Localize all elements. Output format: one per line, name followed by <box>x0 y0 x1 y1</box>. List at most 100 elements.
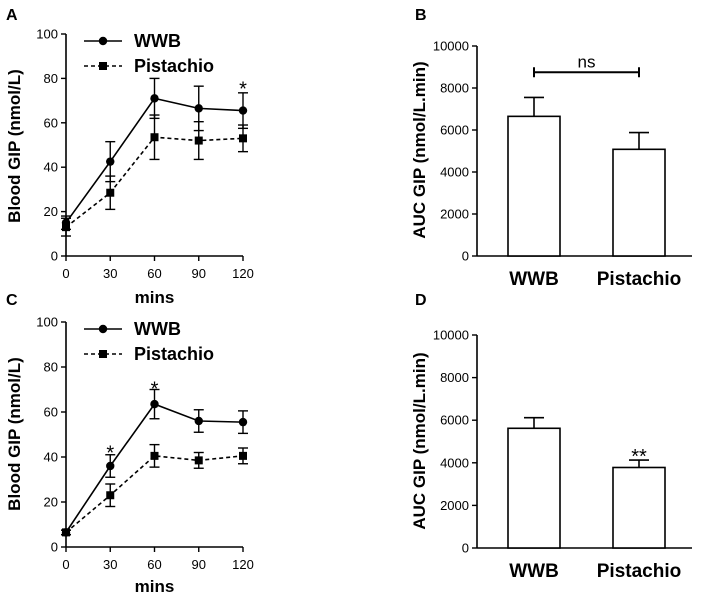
data-point <box>106 491 115 500</box>
legend-entry-wwb: WWB <box>84 319 181 339</box>
x-tick-label: 120 <box>232 557 254 572</box>
y-axis-title: Blood GIP (nmol/L) <box>5 69 24 223</box>
y-tick-label: 0 <box>51 540 58 555</box>
data-point <box>106 188 115 197</box>
y-tick-label: 60 <box>44 115 58 130</box>
significance-star: * <box>239 78 247 100</box>
data-point <box>150 94 159 103</box>
y-tick-label: 10000 <box>433 39 469 54</box>
significance-star: * <box>151 378 159 400</box>
legend-entry-wwb: WWB <box>84 31 181 51</box>
data-point <box>194 456 203 465</box>
data-point <box>150 451 159 460</box>
data-point <box>150 133 159 142</box>
data-point <box>61 528 71 537</box>
y-tick-label: 6000 <box>440 123 469 138</box>
panel-a: A 0 20 40 60 80 100 Blood GIP (nmol/L) 0 30 60 90 12… <box>5 7 254 307</box>
legend-marker <box>99 62 107 70</box>
legend-marker <box>99 350 107 358</box>
x-axis-title: mins <box>135 577 175 596</box>
legend-entry-pistachio: Pistachio <box>84 344 214 364</box>
series-pistachio <box>61 114 248 237</box>
y-tick-label: 40 <box>44 450 58 465</box>
legend-label: Pistachio <box>134 344 214 364</box>
series-wwb-line <box>65 403 244 533</box>
data-point <box>238 417 248 427</box>
y-tick-label: 80 <box>44 360 58 375</box>
x-tick-label: 30 <box>103 266 117 281</box>
bar-pistachio <box>612 459 666 549</box>
panel-d: D 0 2000 4000 6000 8000 10000 AUC GIP (nmol/L.m… <box>410 292 692 582</box>
legend-label: WWB <box>134 31 181 51</box>
bar <box>507 427 561 549</box>
data-point <box>61 218 71 227</box>
category-label: WWB <box>509 269 559 290</box>
y-tick-label: 40 <box>44 160 58 175</box>
data-point <box>106 461 115 471</box>
significance-stars: ** <box>631 446 647 468</box>
data-point <box>194 136 203 145</box>
x-tick-label: 30 <box>103 557 117 572</box>
x-tick-label: 0 <box>62 266 69 281</box>
data-point <box>194 104 203 113</box>
y-tick-label: 20 <box>44 495 58 510</box>
y-tick-label: 2000 <box>440 207 469 222</box>
y-tick-label: 80 <box>44 71 58 86</box>
bar-wwb <box>507 416 561 549</box>
y-tick-label: 0 <box>51 249 58 264</box>
y-tick-label: 100 <box>36 315 58 330</box>
category-label: Pistachio <box>597 269 681 290</box>
y-tick-label: 60 <box>44 405 58 420</box>
y-tick-label: 20 <box>44 204 58 219</box>
y-tick-label: 2000 <box>440 498 469 513</box>
significance-star: * <box>106 442 114 464</box>
significance-bracket: ns <box>533 52 640 78</box>
x-tick-label: 60 <box>147 557 161 572</box>
panel-letter: D <box>415 292 427 309</box>
y-tick-label: 10000 <box>433 328 469 343</box>
bracket-label: ns <box>578 52 596 71</box>
bar-wwb <box>507 96 561 257</box>
y-tick-label: 4000 <box>440 165 469 180</box>
legend-marker <box>98 324 108 334</box>
data-point <box>150 399 159 409</box>
data-point <box>238 106 248 115</box>
bar <box>612 148 666 257</box>
x-tick-label: 0 <box>62 557 69 572</box>
panel-b: B 0 2000 4000 6000 8000 10000 AUC GIP (nmol/L.m… <box>410 7 692 290</box>
x-tick-label: 90 <box>192 557 206 572</box>
x-axis-title: mins <box>135 288 175 307</box>
x-tick-label: 60 <box>147 266 161 281</box>
data-point <box>106 157 115 166</box>
y-tick-label: 4000 <box>440 455 469 470</box>
y-axis-title: Blood GIP (nmol/L) <box>5 357 24 511</box>
y-tick-label: 0 <box>462 249 469 264</box>
y-tick-label: 8000 <box>440 370 469 385</box>
legend-entry-pistachio: Pistachio <box>84 56 214 76</box>
y-tick-label: 100 <box>36 27 58 42</box>
y-axis-title: AUC GIP (nmol/L.min) <box>410 61 429 238</box>
category-label: WWB <box>509 561 559 582</box>
data-point <box>239 451 247 460</box>
bar <box>612 466 666 549</box>
data-point <box>194 416 203 426</box>
series-wwb <box>61 77 248 231</box>
series-wwb <box>61 388 248 537</box>
y-tick-label: 6000 <box>440 413 469 428</box>
y-axis-title: AUC GIP (nmol/L.min) <box>410 352 429 529</box>
bar <box>507 115 561 257</box>
category-label: Pistachio <box>597 561 681 582</box>
y-tick-label: 0 <box>462 541 469 556</box>
bar-pistachio <box>612 131 666 257</box>
y-tick-label: 8000 <box>440 81 469 96</box>
panel-letter: C <box>6 292 18 309</box>
panel-c: C 0 20 40 60 80 100 Blood GIP (nmol/L) 0 30 60 90 12… <box>5 292 254 596</box>
legend-label: WWB <box>134 319 181 339</box>
legend-label: Pistachio <box>134 56 214 76</box>
series-pistachio <box>61 443 248 537</box>
legend-marker <box>98 36 108 46</box>
series-pistachio-line <box>65 455 244 533</box>
x-tick-label: 90 <box>192 266 206 281</box>
panel-letter: A <box>6 7 18 24</box>
